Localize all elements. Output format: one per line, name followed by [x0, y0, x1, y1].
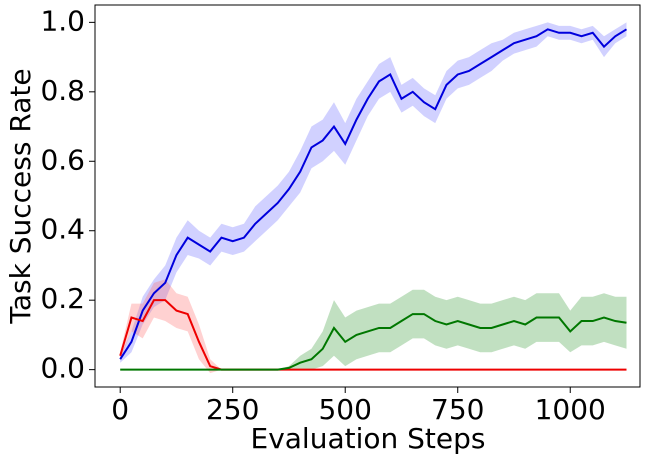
error-band [120, 279, 627, 374]
x-tick-label: 0 [111, 393, 129, 426]
x-tick-label: 1000 [535, 393, 606, 426]
x-tick-label: 750 [431, 393, 484, 426]
x-axis-label: Evaluation Steps [251, 422, 486, 455]
y-tick-label: 0.8 [40, 74, 85, 107]
y-axis-label: Task Success Rate [4, 68, 37, 324]
y-tick-label: 0.6 [40, 143, 85, 176]
y-tick-label: 0.2 [40, 282, 85, 315]
line [120, 313, 627, 371]
x-tick-label: 250 [206, 393, 259, 426]
y-tick-label: 0.0 [40, 352, 85, 385]
y-tick-label: 1.0 [40, 4, 85, 37]
y-tick-label: 0.4 [40, 213, 85, 246]
line [119, 299, 627, 371]
line [119, 28, 628, 360]
plot-frame [94, 4, 641, 388]
x-tick-label: 500 [318, 393, 371, 426]
